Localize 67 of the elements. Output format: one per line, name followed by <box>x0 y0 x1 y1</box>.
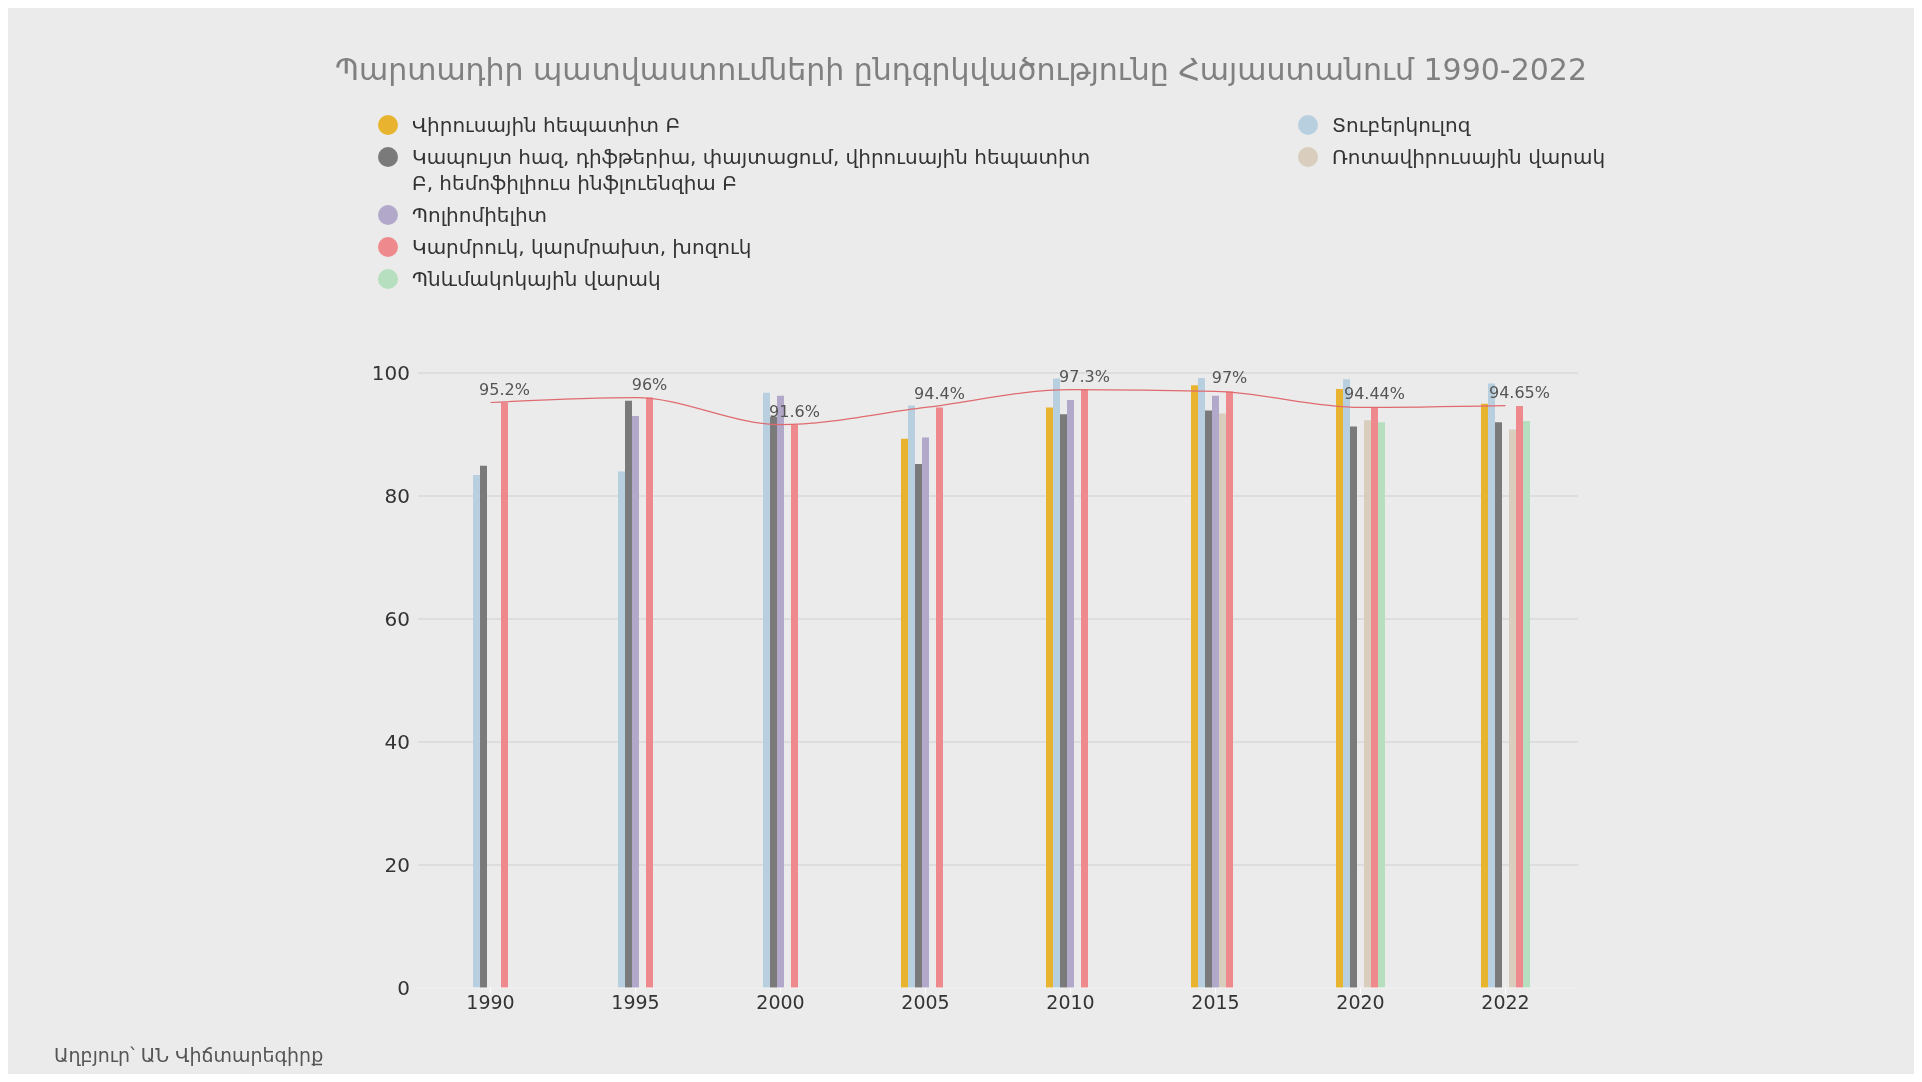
legend-label: Կարմրուկ, կարմրախտ, խոզուկ <box>412 234 752 260</box>
y-tick-label: 20 <box>384 853 410 878</box>
bar <box>1219 413 1226 988</box>
bar <box>1081 389 1088 988</box>
y-tick-label: 60 <box>384 607 410 632</box>
bar <box>1198 377 1205 988</box>
legend-label: Պնևմակոկային վարակ <box>412 266 661 292</box>
bar <box>901 438 908 988</box>
data-label: 95.2% <box>479 379 530 399</box>
bar <box>791 424 798 988</box>
bar <box>1364 420 1371 988</box>
x-tick-label: 2020 <box>1336 991 1385 1014</box>
x-tick-label: 2015 <box>1191 991 1240 1014</box>
bar <box>1212 395 1219 988</box>
bar <box>646 397 653 988</box>
data-label: 96% <box>631 374 668 394</box>
data-label: 94.44% <box>1343 384 1406 404</box>
bar <box>1378 422 1385 988</box>
bar <box>936 407 943 988</box>
bar <box>480 465 487 988</box>
bar <box>915 464 922 988</box>
bar <box>473 475 480 988</box>
bar <box>1205 410 1212 988</box>
bar <box>625 400 632 988</box>
y-tick-label: 80 <box>384 484 410 509</box>
legend-label: Տուբերկուլոզ <box>1332 112 1471 138</box>
bar <box>1226 391 1233 988</box>
x-tick-label: 2000 <box>756 991 805 1014</box>
legend-label: Կապույտ հազ, դիֆթերիա, փայտացում, վիրուսային հեպատիտ Բ, հեմոֆիլիուս ինֆլուենզիա Բ <box>412 144 1092 196</box>
legend-label: Վիրուսային հեպատիտ Բ <box>412 112 681 138</box>
x-tick-label: 1995 <box>611 991 660 1014</box>
bar <box>618 471 625 988</box>
text: Աղբյուր՝ ԱՆ Վիճտարեգիրք <box>54 1044 324 1066</box>
x-tick-label: 2022 <box>1481 991 1530 1014</box>
bar <box>922 437 929 988</box>
bar <box>1060 414 1067 988</box>
data-label: 94.65% <box>1488 382 1551 402</box>
bar <box>501 402 508 988</box>
legend-label: Ռոտավիրուսային վարակ <box>1332 144 1606 170</box>
data-label: 97.3% <box>1059 366 1110 386</box>
bar <box>1481 403 1488 988</box>
x-tick-label: 1990 <box>466 991 515 1014</box>
bar <box>1495 422 1502 988</box>
data-label: 91.6% <box>769 401 820 421</box>
bar <box>1523 420 1530 988</box>
data-label: 94.4% <box>914 384 965 404</box>
y-tick-label: 0 <box>397 976 410 1001</box>
bar <box>1046 407 1053 988</box>
chart-title: Պարտադիր պատվաստումների ընդգրկվածությունը Հայաստանում 1990-2022 <box>333 52 1589 87</box>
bar <box>1191 385 1198 988</box>
bar <box>1516 405 1523 988</box>
bar <box>1371 407 1378 988</box>
bar <box>908 405 915 988</box>
bar <box>1350 426 1357 988</box>
y-tick-label: 100 <box>371 361 410 386</box>
y-tick-label: 40 <box>384 730 410 755</box>
bar <box>1336 388 1343 988</box>
bar <box>770 416 777 988</box>
x-tick-label: 2010 <box>1046 991 1095 1014</box>
bar <box>1509 429 1516 988</box>
data-label: 97% <box>1211 368 1248 388</box>
bar <box>1053 378 1060 988</box>
bar <box>1067 400 1074 988</box>
bar <box>632 416 639 988</box>
legend-label: Պոլիոմիելիտ <box>412 202 548 228</box>
x-tick-label: 2005 <box>901 991 950 1014</box>
bar <box>763 392 770 988</box>
